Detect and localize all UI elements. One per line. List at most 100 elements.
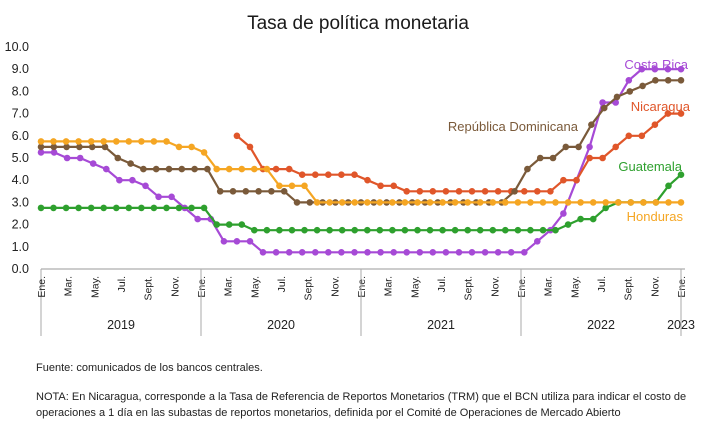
data-point	[539, 199, 547, 206]
data-point	[313, 199, 321, 206]
data-point	[178, 165, 186, 173]
y-tick-label: 7.0	[12, 107, 29, 121]
data-point	[390, 182, 398, 190]
data-point	[191, 165, 198, 173]
data-point	[442, 249, 450, 256]
x-tick-label: Sept.	[623, 276, 635, 301]
data-point	[165, 165, 173, 173]
data-point	[527, 226, 534, 234]
data-point	[50, 149, 58, 156]
data-point	[306, 199, 314, 206]
data-point	[376, 199, 384, 206]
data-point	[246, 238, 254, 245]
data-point	[602, 204, 609, 212]
data-point	[626, 88, 634, 95]
data-point	[233, 238, 241, 245]
data-point	[76, 154, 84, 162]
data-point	[599, 99, 606, 106]
data-point	[272, 165, 280, 173]
data-point	[259, 249, 267, 256]
data-point	[100, 204, 107, 212]
x-tick-label: Nov.	[649, 276, 661, 297]
data-point	[502, 199, 509, 206]
data-point	[326, 199, 333, 206]
data-point	[351, 226, 359, 234]
x-tick-label: Sept.	[143, 276, 155, 301]
y-tick-label: 1.0	[12, 240, 29, 254]
data-point	[468, 188, 476, 195]
data-point	[200, 149, 208, 156]
data-point	[664, 77, 672, 84]
x-tick-label: Mar.	[223, 276, 235, 296]
data-point	[263, 226, 271, 234]
data-point	[238, 221, 246, 228]
data-point	[507, 249, 515, 256]
data-point	[625, 132, 633, 140]
data-point	[575, 143, 582, 151]
data-point	[127, 160, 134, 167]
data-point	[50, 143, 58, 151]
x-tick-label: Nov.	[329, 276, 341, 297]
data-point	[429, 188, 437, 195]
data-point	[225, 221, 233, 228]
data-point	[116, 176, 123, 184]
data-point	[664, 65, 672, 73]
data-point	[188, 204, 195, 212]
data-point	[285, 165, 293, 173]
data-point	[325, 249, 332, 256]
data-point	[238, 165, 246, 173]
y-tick-label: 10.0	[5, 40, 29, 54]
data-point	[293, 199, 301, 206]
series-layer	[37, 65, 685, 256]
data-point	[152, 165, 160, 173]
data-point	[163, 204, 170, 212]
data-point	[325, 171, 332, 178]
data-point	[125, 204, 133, 212]
year-label: 2022	[587, 318, 615, 332]
y-tick-label: 8.0	[12, 84, 29, 98]
x-tick-label: Sept.	[463, 276, 475, 301]
series-line	[41, 68, 681, 254]
chart-title: Tasa de política monetaria	[247, 13, 469, 34]
data-point	[527, 199, 534, 206]
data-point	[577, 199, 584, 206]
data-point	[534, 188, 541, 195]
data-point	[502, 226, 509, 234]
data-point	[481, 249, 489, 256]
data-point	[401, 199, 409, 206]
x-tick-label: May.	[249, 276, 261, 298]
data-point	[129, 176, 136, 184]
data-point	[414, 226, 421, 234]
data-point	[377, 182, 384, 190]
year-label: 2019	[107, 318, 135, 332]
data-point	[150, 138, 158, 145]
x-tick-label: May.	[89, 276, 101, 298]
data-point	[175, 143, 183, 151]
axes	[40, 268, 685, 336]
data-point	[640, 199, 647, 206]
data-point	[142, 182, 149, 190]
year-label: 2020	[267, 318, 295, 332]
data-point	[426, 199, 434, 206]
data-point	[268, 188, 275, 195]
data-point	[600, 104, 608, 112]
data-point	[87, 138, 95, 145]
data-point	[168, 193, 175, 201]
data-point	[150, 204, 158, 212]
data-point	[246, 143, 254, 151]
data-point	[89, 160, 97, 167]
data-point	[638, 132, 646, 140]
data-point	[364, 176, 371, 184]
data-point	[377, 249, 384, 256]
data-point	[577, 215, 584, 223]
data-point	[298, 249, 306, 256]
data-point	[464, 226, 472, 234]
data-point	[37, 143, 45, 151]
data-point	[63, 143, 70, 151]
y-tick-label: 6.0	[12, 129, 29, 143]
data-point	[276, 226, 283, 234]
data-point	[677, 199, 685, 206]
data-point	[113, 204, 120, 212]
data-point	[125, 138, 133, 145]
data-point	[312, 171, 319, 178]
